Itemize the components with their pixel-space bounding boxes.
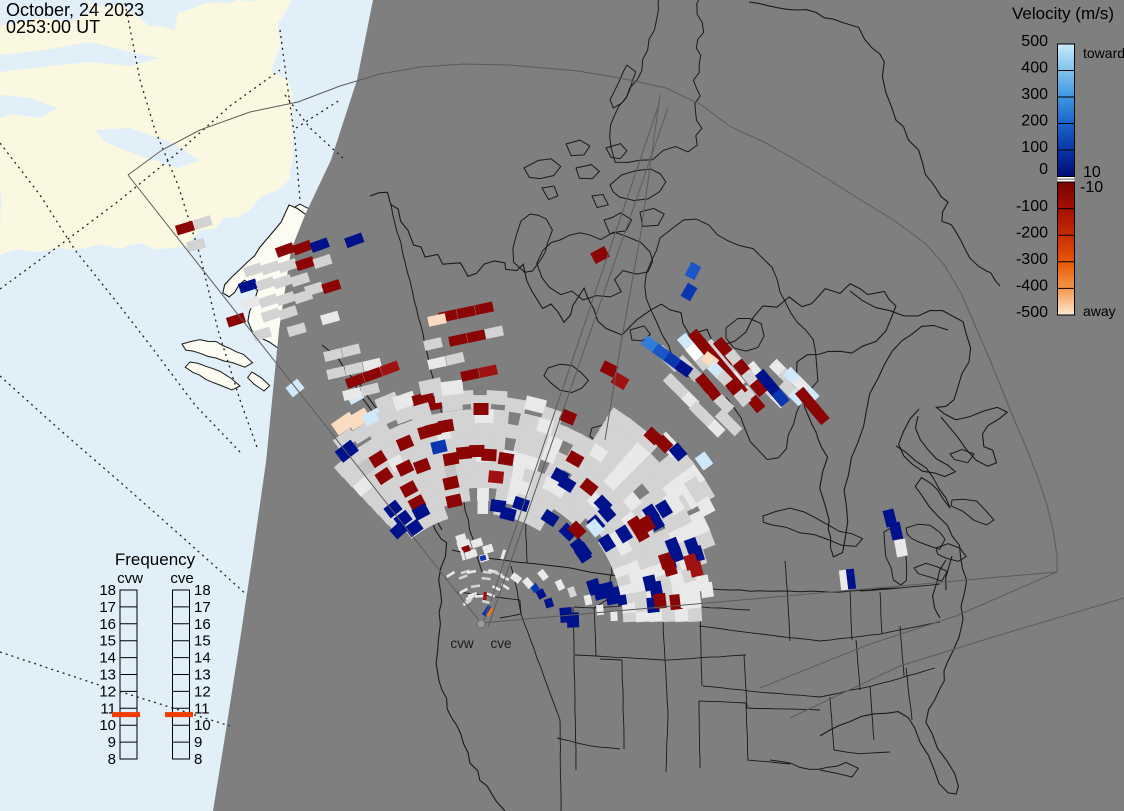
svg-text:cve: cve <box>490 636 511 651</box>
svg-text:15: 15 <box>194 633 211 650</box>
svg-text:18: 18 <box>99 582 116 599</box>
svg-text:12: 12 <box>194 683 211 700</box>
svg-text:0: 0 <box>1039 161 1048 178</box>
svg-text:toward: toward <box>1083 45 1124 61</box>
svg-text:-300: -300 <box>1016 251 1048 268</box>
svg-text:12: 12 <box>99 683 116 700</box>
svg-text:-400: -400 <box>1016 278 1048 295</box>
svg-text:-500: -500 <box>1016 304 1048 321</box>
svg-text:away: away <box>1083 303 1116 319</box>
svg-text:13: 13 <box>99 667 116 684</box>
svg-text:16: 16 <box>99 616 116 633</box>
svg-text:9: 9 <box>108 734 116 751</box>
svg-text:-10: -10 <box>1080 179 1103 196</box>
svg-text:17: 17 <box>99 599 116 616</box>
svg-text:10: 10 <box>194 717 211 734</box>
svg-text:16: 16 <box>194 616 211 633</box>
svg-text:cvw: cvw <box>450 636 474 651</box>
svg-text:10: 10 <box>1083 164 1101 181</box>
svg-text:10: 10 <box>99 717 116 734</box>
svg-text:October, 24 2023: October, 24 2023 <box>6 0 144 20</box>
svg-text:17: 17 <box>194 599 211 616</box>
svg-text:100: 100 <box>1021 139 1048 156</box>
svg-text:15: 15 <box>99 633 116 650</box>
svg-text:18: 18 <box>194 582 211 599</box>
svg-text:8: 8 <box>108 751 116 768</box>
svg-text:-100: -100 <box>1016 198 1048 215</box>
svg-text:9: 9 <box>194 734 202 751</box>
svg-text:11: 11 <box>194 700 210 717</box>
svg-text:Frequency: Frequency <box>115 550 196 569</box>
svg-text:13: 13 <box>194 667 211 684</box>
svg-text:-200: -200 <box>1016 224 1048 241</box>
svg-text:400: 400 <box>1021 60 1048 77</box>
svg-text:Velocity (m/s): Velocity (m/s) <box>1012 4 1114 23</box>
svg-text:cve: cve <box>170 570 193 587</box>
svg-text:14: 14 <box>194 650 211 667</box>
svg-text:300: 300 <box>1021 86 1048 103</box>
svg-text:8: 8 <box>194 751 202 768</box>
svg-text:0253:00 UT: 0253:00 UT <box>6 17 100 37</box>
svg-text:14: 14 <box>99 650 116 667</box>
svg-text:500: 500 <box>1021 33 1048 50</box>
svg-text:cvw: cvw <box>117 570 143 587</box>
svg-text:200: 200 <box>1021 113 1048 130</box>
